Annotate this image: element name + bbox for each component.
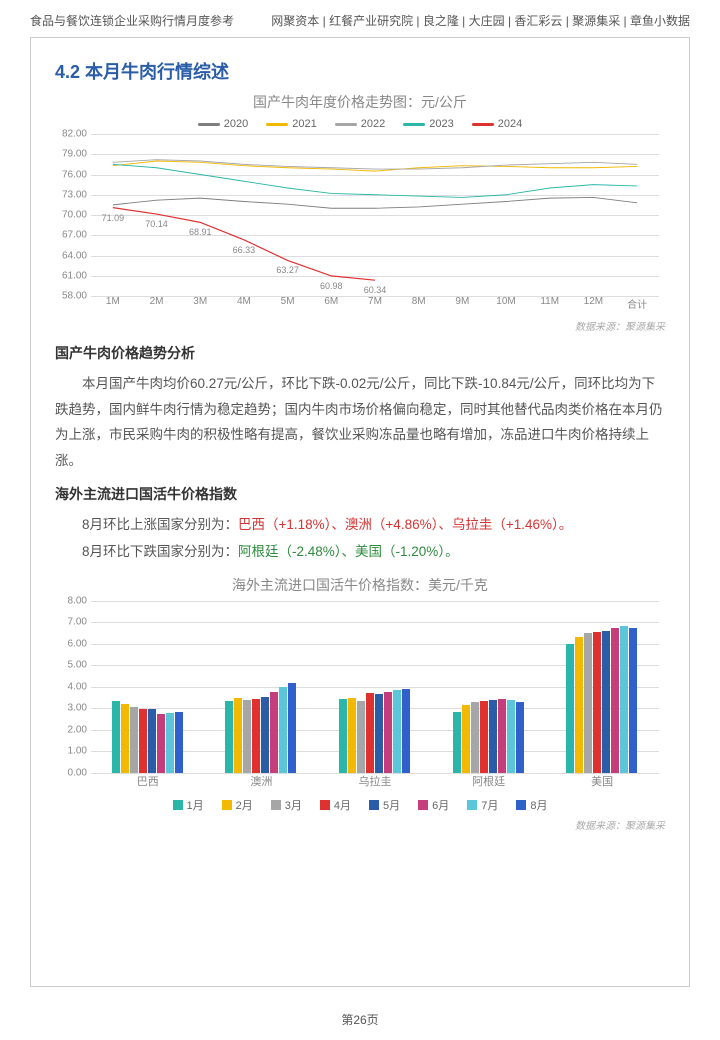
line-chart: 58.0061.0064.0067.0070.0073.0076.0079.00… [91,134,659,314]
bar-chart-title: 海外主流进口国活牛价格指数：美元/千克 [55,575,665,595]
legend-item: 2022 [335,118,385,130]
line-chart-legend: 2020 2021 2022 2023 2024 [55,118,665,130]
rise-line: 8月环比上涨国家分别为：巴西（+1.18%）、澳洲（+4.86%）、乌拉圭（+1… [55,512,665,538]
legend-item: 2021 [266,118,316,130]
rise-prefix: 8月环比上涨国家分别为： [82,517,238,532]
bar-chart: 0.001.002.003.004.005.006.007.008.00 巴西澳… [91,601,659,791]
legend-item: 4月 [320,797,351,813]
analysis-para-1: 本月国产牛肉均价60.27元/公斤，环比下跌-0.02元/公斤，同比下跌-10.… [55,371,665,474]
legend-item: 2024 [472,118,522,130]
line-chart-title: 国产牛肉年度价格走势图：元/公斤 [55,92,665,112]
page-number: 第26页 [0,1011,720,1028]
analysis-title-2: 海外主流进口国活牛价格指数 [55,484,665,504]
line-chart-source: 数据来源：聚源集采 [55,318,665,333]
bar-group [566,626,637,773]
analysis-title-1: 国产牛肉价格趋势分析 [55,343,665,363]
legend-item: 2020 [198,118,248,130]
page-frame: 4.2 本月牛肉行情综述 国产牛肉年度价格走势图：元/公斤 2020202120… [30,37,690,987]
bar-group [339,689,410,773]
rise-items: 巴西（+1.18%）、澳洲（+4.86%）、乌拉圭（+1.46%）。 [238,517,572,532]
header-left: 食品与餐饮连锁企业采购行情月度参考 [30,12,234,29]
legend-item: 2023 [403,118,453,130]
legend-item: 3月 [271,797,302,813]
page-header: 食品与餐饮连锁企业采购行情月度参考 网聚资本 | 红餐产业研究院 | 良之隆 |… [0,0,720,37]
bar-group [112,701,183,773]
bar-chart-source: 数据来源：聚源集采 [55,817,665,832]
header-right: 网聚资本 | 红餐产业研究院 | 良之隆 | 大庄园 | 香汇彩云 | 聚源集采… [271,12,690,29]
fall-prefix: 8月环比下跌国家分别为： [82,544,238,559]
fall-line: 8月环比下跌国家分别为：阿根廷（-2.48%）、美国（-1.20%）。 [55,539,665,565]
legend-item: 5月 [369,797,400,813]
legend-item: 8月 [516,797,547,813]
bar-group [225,683,296,773]
legend-item: 7月 [467,797,498,813]
bar-group [453,699,524,773]
legend-item: 1月 [173,797,204,813]
legend-item: 6月 [418,797,449,813]
legend-item: 2月 [222,797,253,813]
section-title: 4.2 本月牛肉行情综述 [55,58,665,84]
bar-chart-legend: 1月 2月 3月 4月 5月 6月 7月 8月 [55,797,665,813]
fall-items: 阿根廷（-2.48%）、美国（-1.20%）。 [238,544,459,559]
